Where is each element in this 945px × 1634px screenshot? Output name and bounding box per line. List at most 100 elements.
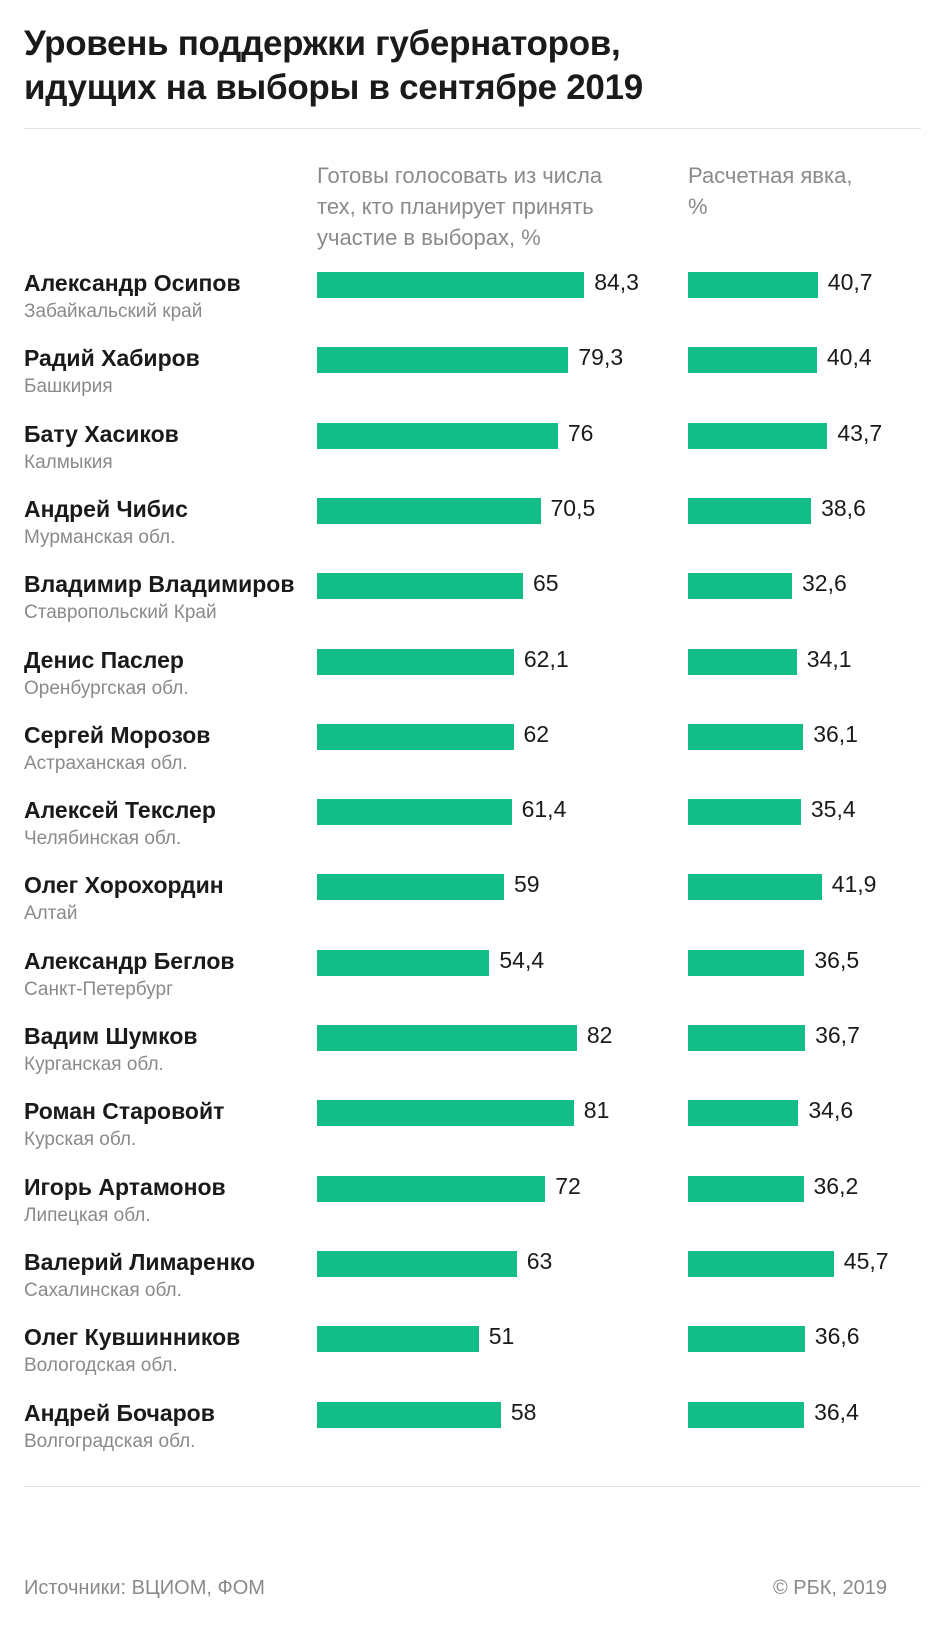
turnout-bar: [688, 497, 812, 524]
support-bar: [317, 1100, 574, 1127]
turnout-value-label: 38,6: [821, 494, 866, 521]
top-divider: [24, 128, 921, 129]
support-value-label: 65: [533, 570, 559, 597]
turnout-value-label: 41,9: [831, 871, 877, 898]
region-label: Волгоградская обл.: [24, 1430, 196, 1452]
turnout-value-label: 34,6: [808, 1097, 854, 1124]
chart-row: Андрей Чибис Мурманская обл. 70,5 38,6: [0, 490, 945, 560]
turnout-bar: [688, 1401, 805, 1428]
turnout-value-label: 40,7: [827, 269, 873, 295]
turnout-value-label: 40,4: [826, 344, 872, 371]
support-bar: [317, 723, 514, 750]
region-label: Вологодская обл.: [24, 1355, 178, 1377]
governor-name: Роман Старовойт: [24, 1098, 225, 1125]
support-bar: [317, 648, 514, 675]
region-label: Санкт-Петербург: [24, 978, 174, 1000]
chart-title: Уровень поддержки губернаторов, идущих н…: [24, 22, 904, 110]
turnout-value-label: 36,6: [814, 1323, 860, 1350]
turnout-bar: [688, 648, 797, 675]
turnout-bar: [688, 874, 822, 901]
support-value-label: 51: [488, 1323, 515, 1350]
governor-name: Алексей Текслер: [24, 797, 216, 824]
turnout-value-label: 36,2: [813, 1172, 859, 1199]
turnout-value-label: 32,6: [802, 570, 847, 597]
turnout-bar: [688, 723, 804, 750]
support-bar: [317, 1401, 501, 1428]
turnout-header-line-2: %: [688, 194, 708, 219]
support-value-label: 72: [555, 1172, 581, 1199]
governor-name: Вадим Шумков: [24, 1023, 198, 1049]
support-value-label: 76: [567, 419, 594, 446]
support-value-label: 62: [523, 720, 550, 747]
chart-row: Андрей Бочаров Волгоградская обл. 58 36,4: [0, 1394, 945, 1464]
turnout-value-label: 36,7: [815, 1022, 860, 1048]
chart-row: Александр Беглов Санкт-Петербург 54,4 36,5: [0, 942, 945, 1012]
region-label: Ставропольский Край: [24, 602, 217, 624]
governor-name: Сергей Морозов: [24, 721, 211, 748]
support-value-label: 84,3: [594, 269, 639, 295]
chart-row: Алексей Текслер Челябинская обл. 61,4 35,4: [0, 791, 945, 861]
region-label: Челябинская обл.: [24, 828, 182, 850]
support-value-label: 59: [514, 871, 540, 898]
turnout-bar: [688, 347, 817, 374]
chart-row: Бату Хасиков Калмыкия 76 43,7: [0, 415, 945, 485]
support-column-header: Готовы голосовать из числа тех, кто план…: [317, 160, 602, 253]
support-bar: [317, 573, 523, 600]
support-bar: [317, 497, 541, 524]
support-header-line-3: участие в выборах, %: [317, 225, 541, 250]
chart-row: Игорь Артамонов Липецкая обл. 72 36,2: [0, 1168, 945, 1238]
support-value-label: 79,3: [578, 344, 624, 371]
turnout-bar: [688, 1250, 834, 1277]
copyright-note: © РБК, 2019: [772, 1577, 887, 1599]
support-value-label: 61,4: [521, 796, 567, 823]
chart-row: Олег Кувшинников Вологодская обл. 51 36,6: [0, 1318, 945, 1388]
governor-name: Олег Хорохордин: [24, 872, 224, 899]
turnout-value-label: 35,4: [810, 796, 856, 823]
region-label: Калмыкия: [24, 451, 113, 473]
turnout-bar: [688, 422, 828, 449]
region-label: Липецкая обл.: [24, 1204, 151, 1226]
region-label: Забайкальский край: [24, 301, 203, 322]
support-bar: [317, 272, 585, 298]
turnout-bar: [688, 1100, 799, 1127]
support-value-label: 70,5: [550, 494, 596, 521]
support-value-label: 63: [526, 1247, 553, 1274]
turnout-column-header: Расчетная явка, %: [688, 160, 852, 222]
chart-row: Александр Осипов Забайкальский край 84,3 40…: [0, 264, 945, 334]
governor-name: Александр Осипов: [24, 270, 241, 296]
turnout-value-label: 43,7: [837, 419, 883, 446]
turnout-value-label: 36,1: [813, 720, 858, 747]
region-label: Оренбургская обл.: [24, 677, 189, 699]
turnout-bar: [688, 1326, 805, 1353]
chart-row: Вадим Шумков Курганская обл. 82 36,7: [0, 1017, 945, 1087]
chart-row: Сергей Морозов Астраханская обл. 62 36,1: [0, 716, 945, 786]
source-note: Источники: ВЦИОМ, ФОМ: [24, 1577, 265, 1599]
region-label: Курская обл.: [24, 1129, 137, 1151]
governor-name: Владимир Владимиров: [24, 571, 295, 598]
turnout-value-label: 34,1: [806, 645, 852, 672]
support-bar: [317, 949, 490, 976]
title-line-2: идущих на выборы в сентябре 2019: [24, 68, 643, 107]
governor-name: Валерий Лимаренко: [24, 1248, 255, 1275]
support-value-label: 81: [583, 1097, 610, 1124]
turnout-header-line-1: Расчетная явка,: [688, 163, 853, 188]
support-bar: [317, 347, 569, 374]
region-label: Сахалинская обл.: [24, 1279, 182, 1301]
turnout-value-label: 36,4: [814, 1398, 859, 1425]
governor-name: Радий Хабиров: [24, 345, 200, 372]
turnout-value-label: 45,7: [843, 1247, 889, 1274]
turnout-bar: [688, 573, 792, 600]
governor-name: Андрей Бочаров: [24, 1399, 215, 1426]
governor-name: Игорь Артамонов: [24, 1173, 226, 1200]
support-bar: [317, 422, 558, 449]
governor-name: Бату Хасиков: [24, 420, 179, 447]
turnout-value-label: 36,5: [814, 946, 860, 973]
support-value-label: 54,4: [499, 946, 545, 973]
support-value-label: 58: [510, 1398, 537, 1425]
support-header-line-1: Готовы голосовать из числа: [317, 163, 603, 188]
turnout-bar: [688, 272, 818, 298]
turnout-bar: [688, 1175, 804, 1202]
support-bar: [317, 799, 512, 826]
chart-row: Роман Старовойт Курская обл. 81 34,6: [0, 1092, 945, 1162]
